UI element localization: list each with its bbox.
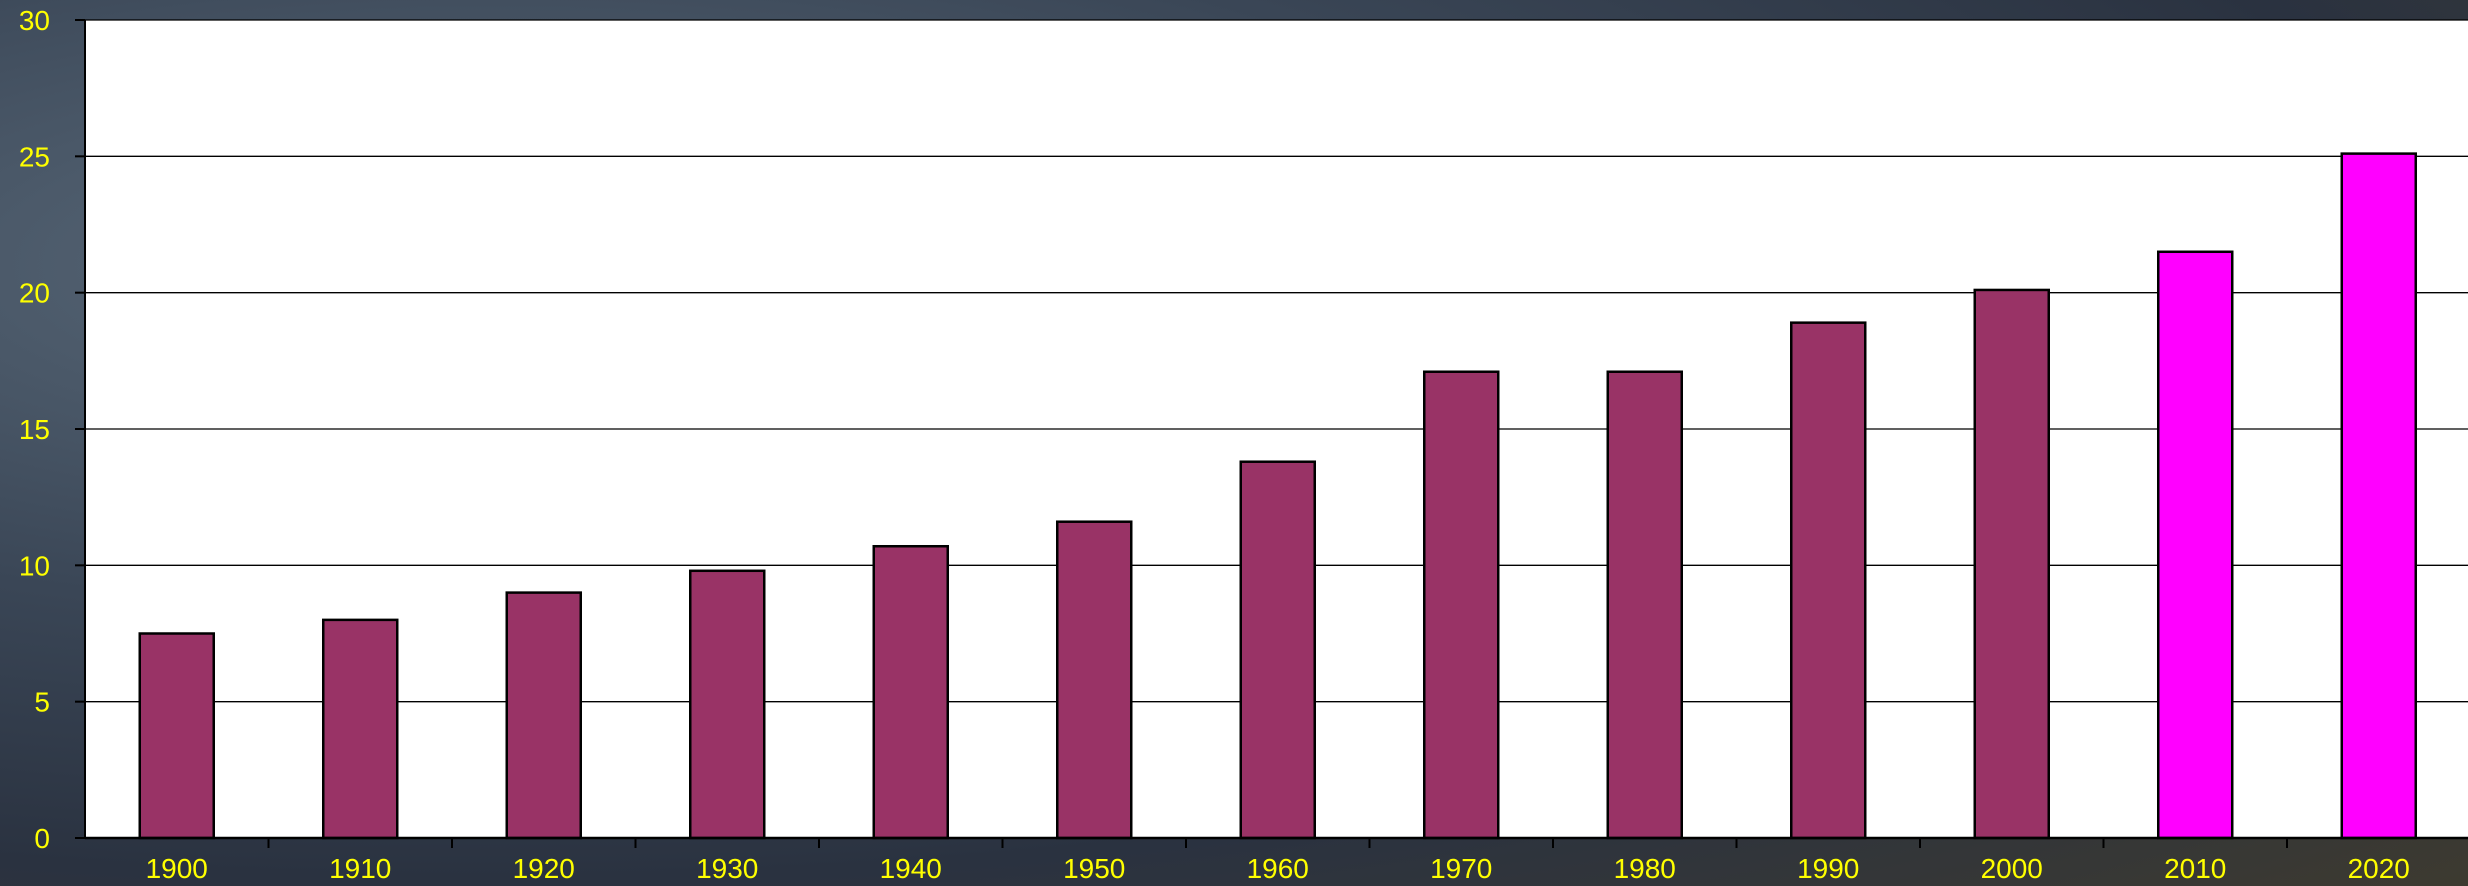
bar-1970	[1423, 370, 1500, 840]
bar-1910	[322, 618, 399, 840]
x-tick-label: 1960	[1247, 853, 1309, 884]
y-tick-label: 10	[19, 550, 50, 581]
y-tick-label: 30	[19, 5, 50, 36]
x-tick-label: 1990	[1797, 853, 1859, 884]
bar-1940	[872, 544, 949, 840]
y-tick-label: 15	[19, 414, 50, 445]
x-tick-label: 2000	[1981, 853, 2043, 884]
y-tick-label: 20	[19, 278, 50, 309]
bar-1950	[1056, 520, 1133, 840]
bar-1900	[138, 632, 215, 840]
bar-1920	[505, 591, 582, 840]
x-tick-label: 1930	[696, 853, 758, 884]
bar-1990	[1790, 321, 1867, 840]
axes	[75, 19, 2468, 848]
bar-2000	[1973, 288, 2050, 840]
x-tick-label: 1920	[513, 853, 575, 884]
x-tick-label: 1970	[1430, 853, 1492, 884]
x-tick-label: 1940	[880, 853, 942, 884]
x-tick-labels: 1900 1910 1920 1930 1940 1950 1960 1970 1980 1990…	[146, 853, 2410, 884]
y-tick-label: 25	[19, 141, 50, 172]
x-tick-label: 1950	[1063, 853, 1125, 884]
x-tick-label: 1980	[1614, 853, 1676, 884]
x-tick-label: 1900	[146, 853, 208, 884]
bar-1960	[1239, 460, 1316, 840]
y-tick-labels: 0 5 10 15 20 25 30	[19, 5, 50, 854]
bars	[138, 152, 2417, 840]
x-tick-label: 1910	[329, 853, 391, 884]
y-tick-label: 0	[34, 823, 50, 854]
y-tick-label: 5	[34, 687, 50, 718]
bar-1930	[689, 569, 766, 840]
bar-2020	[2340, 152, 2417, 840]
bar-1980	[1606, 370, 1683, 840]
x-tick-label: 2010	[2164, 853, 2226, 884]
x-tick-label: 2020	[2348, 853, 2410, 884]
bar-2010	[2157, 250, 2234, 840]
